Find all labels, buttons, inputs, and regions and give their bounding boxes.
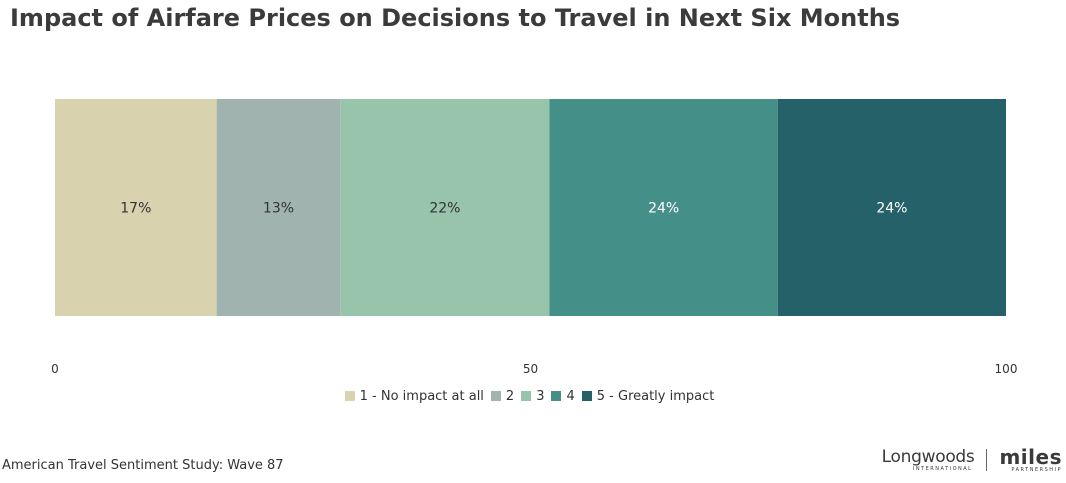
legend-item-2: 2 (490, 388, 515, 404)
legend-item-5: 5 - Greatly impact (581, 388, 715, 404)
legend-label-5: 5 - Greatly impact (596, 388, 715, 404)
bar-segment-5 (777, 99, 1006, 316)
legend-swatch-3 (521, 391, 532, 401)
source-note: American Travel Sentiment Study: Wave 87 (2, 458, 284, 473)
legend-item-1: 1 - No impact at all (344, 388, 484, 404)
chart-legend: 1 - No impact at all 2 3 4 5 - Greatly impac… (0, 387, 1066, 405)
miles-logo-subtitle: PARTNERSHIP (1011, 467, 1062, 473)
bar-segment-2 (216, 99, 341, 316)
legend-item-4: 4 (551, 388, 575, 404)
miles-logo-wordmark: miles (999, 445, 1062, 469)
x-tick-label-100: 100 (995, 362, 1018, 376)
miles-logo: miles PARTNERSHIP (999, 447, 1062, 473)
legend-swatch-4 (551, 391, 562, 401)
stacked-bar-chart: 17% 13% 22% 24% 24% 0 50 100 (51, 99, 1018, 376)
logos: Longwoods INTERNATIONAL miles PARTNERSHI… (882, 444, 1062, 476)
data-label-1: 17% (120, 201, 151, 217)
data-label-2: 13% (263, 201, 294, 217)
legend-label-2: 2 (505, 388, 515, 404)
bar-segment-1 (55, 99, 217, 316)
legend-swatch-2 (490, 391, 501, 401)
legend-item-3: 3 (521, 389, 544, 404)
chart-title: Impact of Airfare Prices on Decisions to… (10, 4, 901, 32)
x-tick-label-0: 0 (51, 362, 59, 376)
logo-divider (986, 449, 988, 471)
longwoods-logo: Longwoods INTERNATIONAL (882, 448, 975, 472)
longwoods-logo-wordmark: Longwoods (881, 447, 975, 467)
bar-segment-4 (549, 99, 778, 316)
bar-segment-3 (340, 99, 550, 316)
data-label-5: 24% (876, 201, 907, 217)
legend-label-1: 1 - No impact at all (359, 388, 484, 404)
data-label-3: 22% (429, 201, 460, 217)
x-tick-label-50: 50 (523, 362, 538, 376)
data-label-4: 24% (648, 201, 679, 217)
legend-swatch-1 (344, 391, 355, 401)
legend-swatch-5 (581, 391, 592, 401)
legend-label-4: 4 (566, 388, 575, 404)
longwoods-logo-subtitle: INTERNATIONAL (912, 466, 973, 472)
legend-label-3: 3 (536, 388, 545, 404)
